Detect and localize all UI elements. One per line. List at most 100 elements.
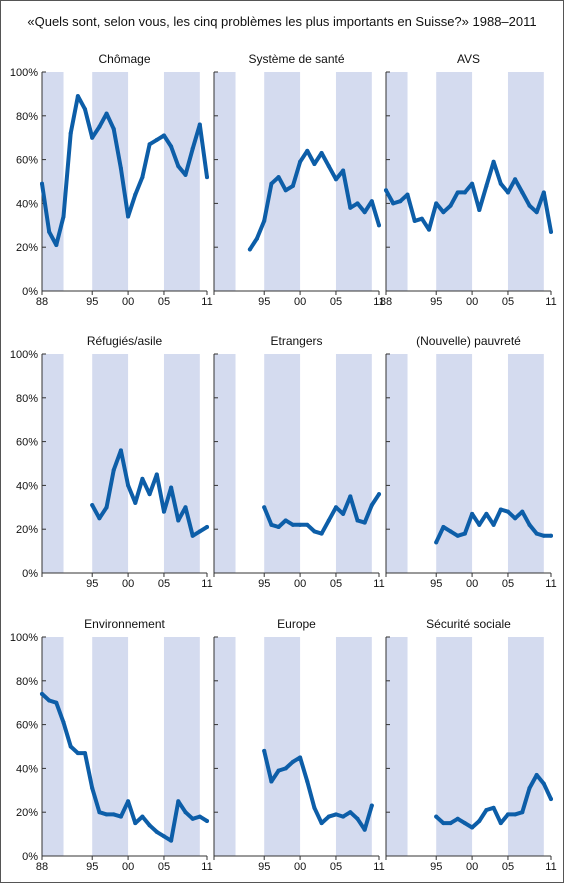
data-point xyxy=(140,814,145,819)
data-point xyxy=(491,522,496,527)
data-point xyxy=(527,203,532,208)
x-tick-label: 11 xyxy=(201,861,212,873)
data-point xyxy=(448,529,453,534)
data-point xyxy=(298,159,303,164)
data-point xyxy=(54,243,59,248)
y-tick-label: 80% xyxy=(16,393,38,405)
data-point xyxy=(455,816,460,821)
x-tick-label: 95 xyxy=(430,296,442,308)
data-point xyxy=(498,181,503,186)
data-point xyxy=(498,507,503,512)
data-point xyxy=(176,164,181,169)
data-point xyxy=(534,531,539,536)
data-point xyxy=(47,229,52,234)
y-tick-label: 20% xyxy=(16,242,38,254)
x-tick-label: 05 xyxy=(330,578,342,590)
year-band-3 xyxy=(335,72,372,291)
y-tick-label: 40% xyxy=(16,763,38,775)
data-point xyxy=(348,494,353,499)
data-point xyxy=(484,511,489,516)
chart-title: Réfugiés/asile xyxy=(87,334,163,348)
chart-title: Système de santé xyxy=(248,52,344,66)
x-tick-label: 95 xyxy=(86,296,98,308)
data-point xyxy=(205,818,209,823)
data-point xyxy=(541,190,546,195)
data-point xyxy=(262,218,267,223)
data-point xyxy=(61,720,66,725)
data-point xyxy=(269,779,274,784)
y-tick-label: 40% xyxy=(16,480,38,492)
x-tick-label: 00 xyxy=(466,861,478,873)
data-point xyxy=(319,531,324,536)
data-point xyxy=(305,779,310,784)
x-tick-label: 11 xyxy=(545,578,556,590)
data-point xyxy=(161,834,166,839)
data-point xyxy=(68,131,73,136)
data-point xyxy=(520,810,525,815)
data-point xyxy=(111,126,116,131)
x-tick-label: 88 xyxy=(36,296,48,308)
data-point xyxy=(283,518,288,523)
data-point xyxy=(513,812,518,817)
year-band-1 xyxy=(214,637,236,856)
data-point xyxy=(505,190,510,195)
data-point xyxy=(441,525,446,530)
x-tick-label: 00 xyxy=(294,578,306,590)
year-band-1 xyxy=(42,72,64,291)
data-point xyxy=(369,199,374,204)
year-band-2 xyxy=(92,637,129,856)
data-point xyxy=(333,812,338,817)
data-point xyxy=(384,188,388,193)
chart-title: Etrangers xyxy=(270,334,322,348)
data-point xyxy=(276,768,281,773)
data-point xyxy=(412,218,417,223)
data-point xyxy=(462,821,467,826)
data-point xyxy=(427,227,432,232)
x-tick-label: 00 xyxy=(466,578,478,590)
chart-title: Environnement xyxy=(84,617,165,631)
chart-title: Sécurité sociale xyxy=(426,617,511,631)
x-tick-label: 00 xyxy=(122,578,134,590)
data-point xyxy=(527,522,532,527)
data-point xyxy=(169,838,174,843)
data-point xyxy=(133,821,138,826)
data-point xyxy=(391,201,396,206)
y-tick-label: 40% xyxy=(16,198,38,210)
data-point xyxy=(549,797,553,802)
data-point xyxy=(326,518,331,523)
data-point xyxy=(312,805,317,810)
data-point xyxy=(305,148,310,153)
data-point xyxy=(441,821,446,826)
data-point xyxy=(455,533,460,538)
data-point xyxy=(326,164,331,169)
data-point xyxy=(169,144,174,149)
data-point xyxy=(534,210,539,215)
data-point xyxy=(441,210,446,215)
data-point xyxy=(455,190,460,195)
data-point xyxy=(205,525,209,530)
data-point xyxy=(290,522,295,527)
data-point xyxy=(276,175,281,180)
y-tick-label: 100% xyxy=(10,632,38,644)
x-tick-label: 05 xyxy=(158,578,170,590)
data-point xyxy=(312,161,317,166)
data-point xyxy=(541,781,546,786)
y-tick-label: 0% xyxy=(22,851,38,863)
data-point xyxy=(369,803,374,808)
data-point xyxy=(362,827,367,832)
data-point xyxy=(54,700,59,705)
x-tick-label: 11 xyxy=(373,296,384,308)
x-tick-label: 00 xyxy=(122,296,134,308)
data-point xyxy=(118,448,123,453)
y-tick-label: 0% xyxy=(22,286,38,298)
data-point xyxy=(319,821,324,826)
year-band-1 xyxy=(42,354,64,573)
data-point xyxy=(505,509,510,514)
y-tick-label: 100% xyxy=(10,349,38,361)
y-tick-label: 80% xyxy=(16,676,38,688)
data-point xyxy=(491,805,496,810)
data-point xyxy=(126,483,131,488)
data-point xyxy=(97,124,102,129)
y-tick-label: 60% xyxy=(16,155,38,167)
x-tick-label: 00 xyxy=(466,296,478,308)
